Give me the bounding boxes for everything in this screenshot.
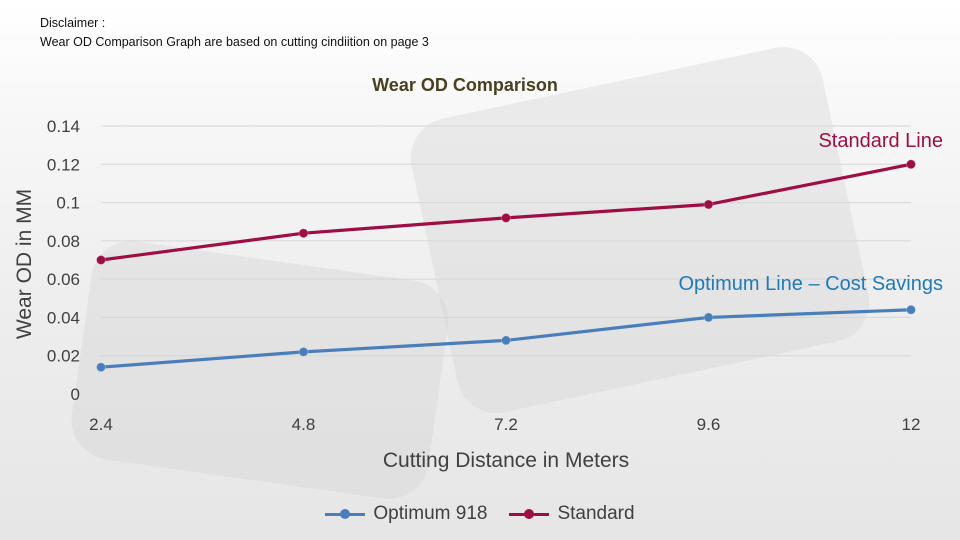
disclaimer-heading: Disclaimer :: [40, 16, 106, 30]
data-point: [298, 346, 309, 357]
legend-label-optimum: Optimum 918: [373, 503, 488, 524]
chart-title: Wear OD Comparison: [372, 75, 558, 95]
y-tick-label: 0.06: [47, 270, 80, 289]
legend-label-standard: Standard: [557, 503, 635, 524]
y-tick-label: 0.02: [47, 347, 80, 366]
standard-line-annotation: Standard Line: [818, 130, 943, 152]
series-line-1: [100, 162, 912, 262]
y-tick-labels: 0 0.02 0.04 0.06 0.08 0.1 0.12 0.14: [47, 117, 80, 404]
legend-swatch-optimum: [325, 507, 366, 521]
disclaimer: Disclaimer : Wear OD Comparison Graph ar…: [40, 14, 429, 52]
y-tick-label: 0.08: [47, 232, 80, 251]
data-point: [501, 335, 511, 346]
disclaimer-text: Wear OD Comparison Graph are based on cu…: [40, 35, 429, 49]
x-tick-label: 9.6: [697, 415, 721, 434]
gridlines: [101, 125, 911, 357]
data-point: [501, 212, 511, 223]
x-axis-title: Cutting Distance in Meters: [383, 449, 629, 472]
x-tick-label: 7.2: [494, 415, 518, 434]
y-tick-label: 0: [71, 385, 80, 404]
data-point: [703, 312, 714, 323]
data-point: [298, 228, 309, 239]
y-tick-label: 0.04: [47, 308, 80, 327]
x-tick-label: 4.8: [292, 415, 316, 434]
legend: Optimum 918 Standard: [0, 503, 960, 525]
y-axis-title: Wear OD in MM: [13, 189, 36, 339]
legend-item-standard: Standard: [509, 503, 635, 525]
data-point: [96, 362, 106, 373]
y-tick-label: 0.14: [47, 117, 80, 136]
y-tick-label: 0.1: [56, 194, 80, 213]
legend-item-optimum: Optimum 918: [325, 503, 487, 525]
x-tick-label: 12: [902, 415, 921, 434]
data-point: [96, 255, 106, 265]
optimum-line-annotation: Optimum Line – Cost Savings: [678, 273, 943, 295]
legend-swatch-standard: [509, 507, 550, 521]
data-point: [906, 304, 916, 315]
data-point: [703, 199, 714, 210]
x-tick-label: 2.4: [89, 415, 113, 434]
y-tick-label: 0.12: [47, 155, 80, 174]
x-tick-labels: 2.4 4.8 7.2 9.6 12: [89, 415, 920, 434]
data-point: [906, 159, 916, 170]
series-points: [96, 159, 916, 373]
